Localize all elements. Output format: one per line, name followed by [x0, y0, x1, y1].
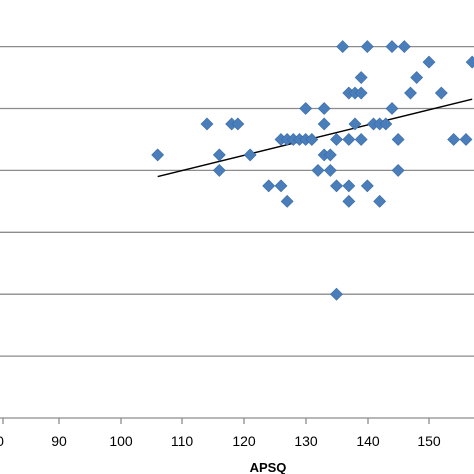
- x-tick-label: 140: [356, 433, 380, 449]
- data-point: [422, 55, 436, 69]
- data-point: [231, 117, 245, 131]
- data-point: [274, 179, 288, 193]
- x-tick-label: 150: [417, 433, 441, 449]
- data-point: [336, 40, 350, 54]
- data-point: [151, 148, 165, 162]
- gridlines: [0, 45, 474, 357]
- data-point: [262, 179, 276, 193]
- x-tick-label: 110: [171, 433, 194, 449]
- data-point: [200, 117, 214, 131]
- x-tick-label: 120: [232, 433, 256, 449]
- data-point: [212, 163, 226, 177]
- data-point: [243, 148, 257, 162]
- data-point: [299, 102, 313, 115]
- data-point: [342, 194, 356, 208]
- data-point: [354, 86, 368, 100]
- x-tick-label: 100: [109, 433, 133, 449]
- data-point: [447, 133, 461, 146]
- data-point: [459, 133, 473, 146]
- data-point: [354, 71, 368, 84]
- data-point: [317, 102, 331, 115]
- x-tick-label: 90: [51, 433, 67, 449]
- data-point: [360, 179, 374, 193]
- data-point: [323, 148, 337, 162]
- data-point: [385, 102, 399, 115]
- x-tick-marks: [2, 418, 430, 424]
- data-point: [360, 40, 374, 54]
- data-point: [330, 179, 343, 193]
- data-point: [311, 163, 325, 177]
- data-point: [397, 40, 411, 54]
- data-point: [330, 133, 343, 146]
- data-point: [342, 133, 356, 146]
- data-point: [404, 86, 417, 100]
- data-point: [348, 117, 362, 131]
- data-point: [385, 40, 399, 54]
- data-point: [391, 133, 405, 146]
- x-tick-label: 0: [0, 433, 4, 449]
- data-point: [317, 117, 331, 131]
- data-point: [434, 86, 448, 100]
- x-tick-labels: 0 90 100 110 120 130 140 150: [0, 433, 441, 449]
- data-point: [465, 55, 474, 69]
- data-point: [391, 163, 405, 177]
- data-point: [212, 148, 226, 162]
- data-point: [379, 117, 393, 131]
- data-point: [280, 194, 294, 208]
- data-points: [151, 40, 474, 301]
- data-point: [410, 71, 424, 84]
- data-point: [323, 163, 337, 177]
- x-axis-label: APSQ: [250, 460, 287, 474]
- data-point: [330, 287, 343, 301]
- data-point: [373, 194, 387, 208]
- data-point: [305, 133, 319, 146]
- data-point: [354, 133, 368, 146]
- x-tick-label: 130: [294, 433, 318, 449]
- data-point: [342, 179, 356, 193]
